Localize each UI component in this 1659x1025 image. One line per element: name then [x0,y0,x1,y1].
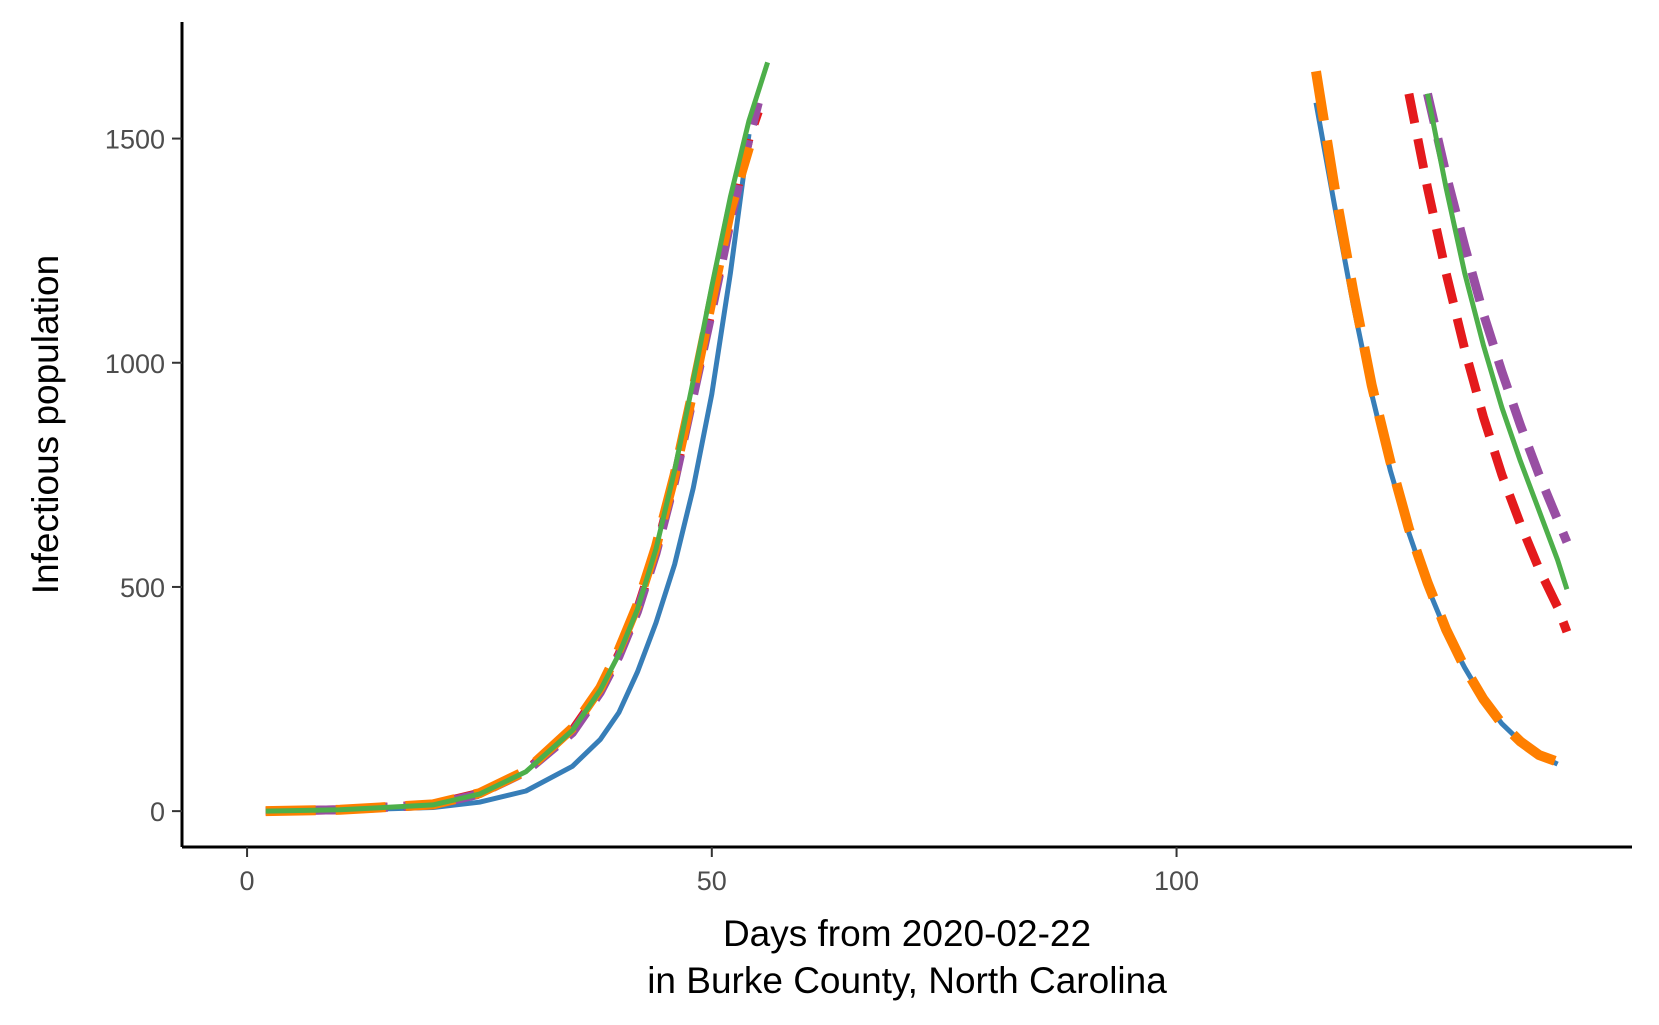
x-ticks: 0 50 100 [240,847,1199,896]
y-axis-title: Infectious population [25,255,66,594]
series-layer [265,61,1572,817]
x-tick-label: 50 [697,866,727,896]
series-5-line-segment-1 [265,61,770,814]
series-4-line-segment-2 [1311,70,1560,767]
series-2-line-segment-1 [265,110,763,816]
y-tick-label: 1500 [105,125,165,155]
y-tick-label: 0 [150,797,165,827]
series-3-line-segment-1 [265,101,763,816]
series-3-line-segment-2 [1423,92,1572,544]
y-ticks: 0 500 1000 1500 [105,125,182,827]
series-5-line-segment-2 [1425,93,1570,590]
x-axis-title-line-2: in Burke County, North Carolina [647,960,1167,1001]
series-2-line-segment-2 [1404,92,1572,634]
series-1-line-segment-2 [1313,102,1559,767]
x-tick-label: 100 [1154,866,1199,896]
series-4-line-segment-1 [265,146,754,817]
x-tick-label: 0 [240,866,255,896]
x-axis-title-line-1: Days from 2020-02-22 [723,913,1091,954]
y-tick-label: 500 [120,573,165,603]
y-tick-label: 1000 [105,349,165,379]
